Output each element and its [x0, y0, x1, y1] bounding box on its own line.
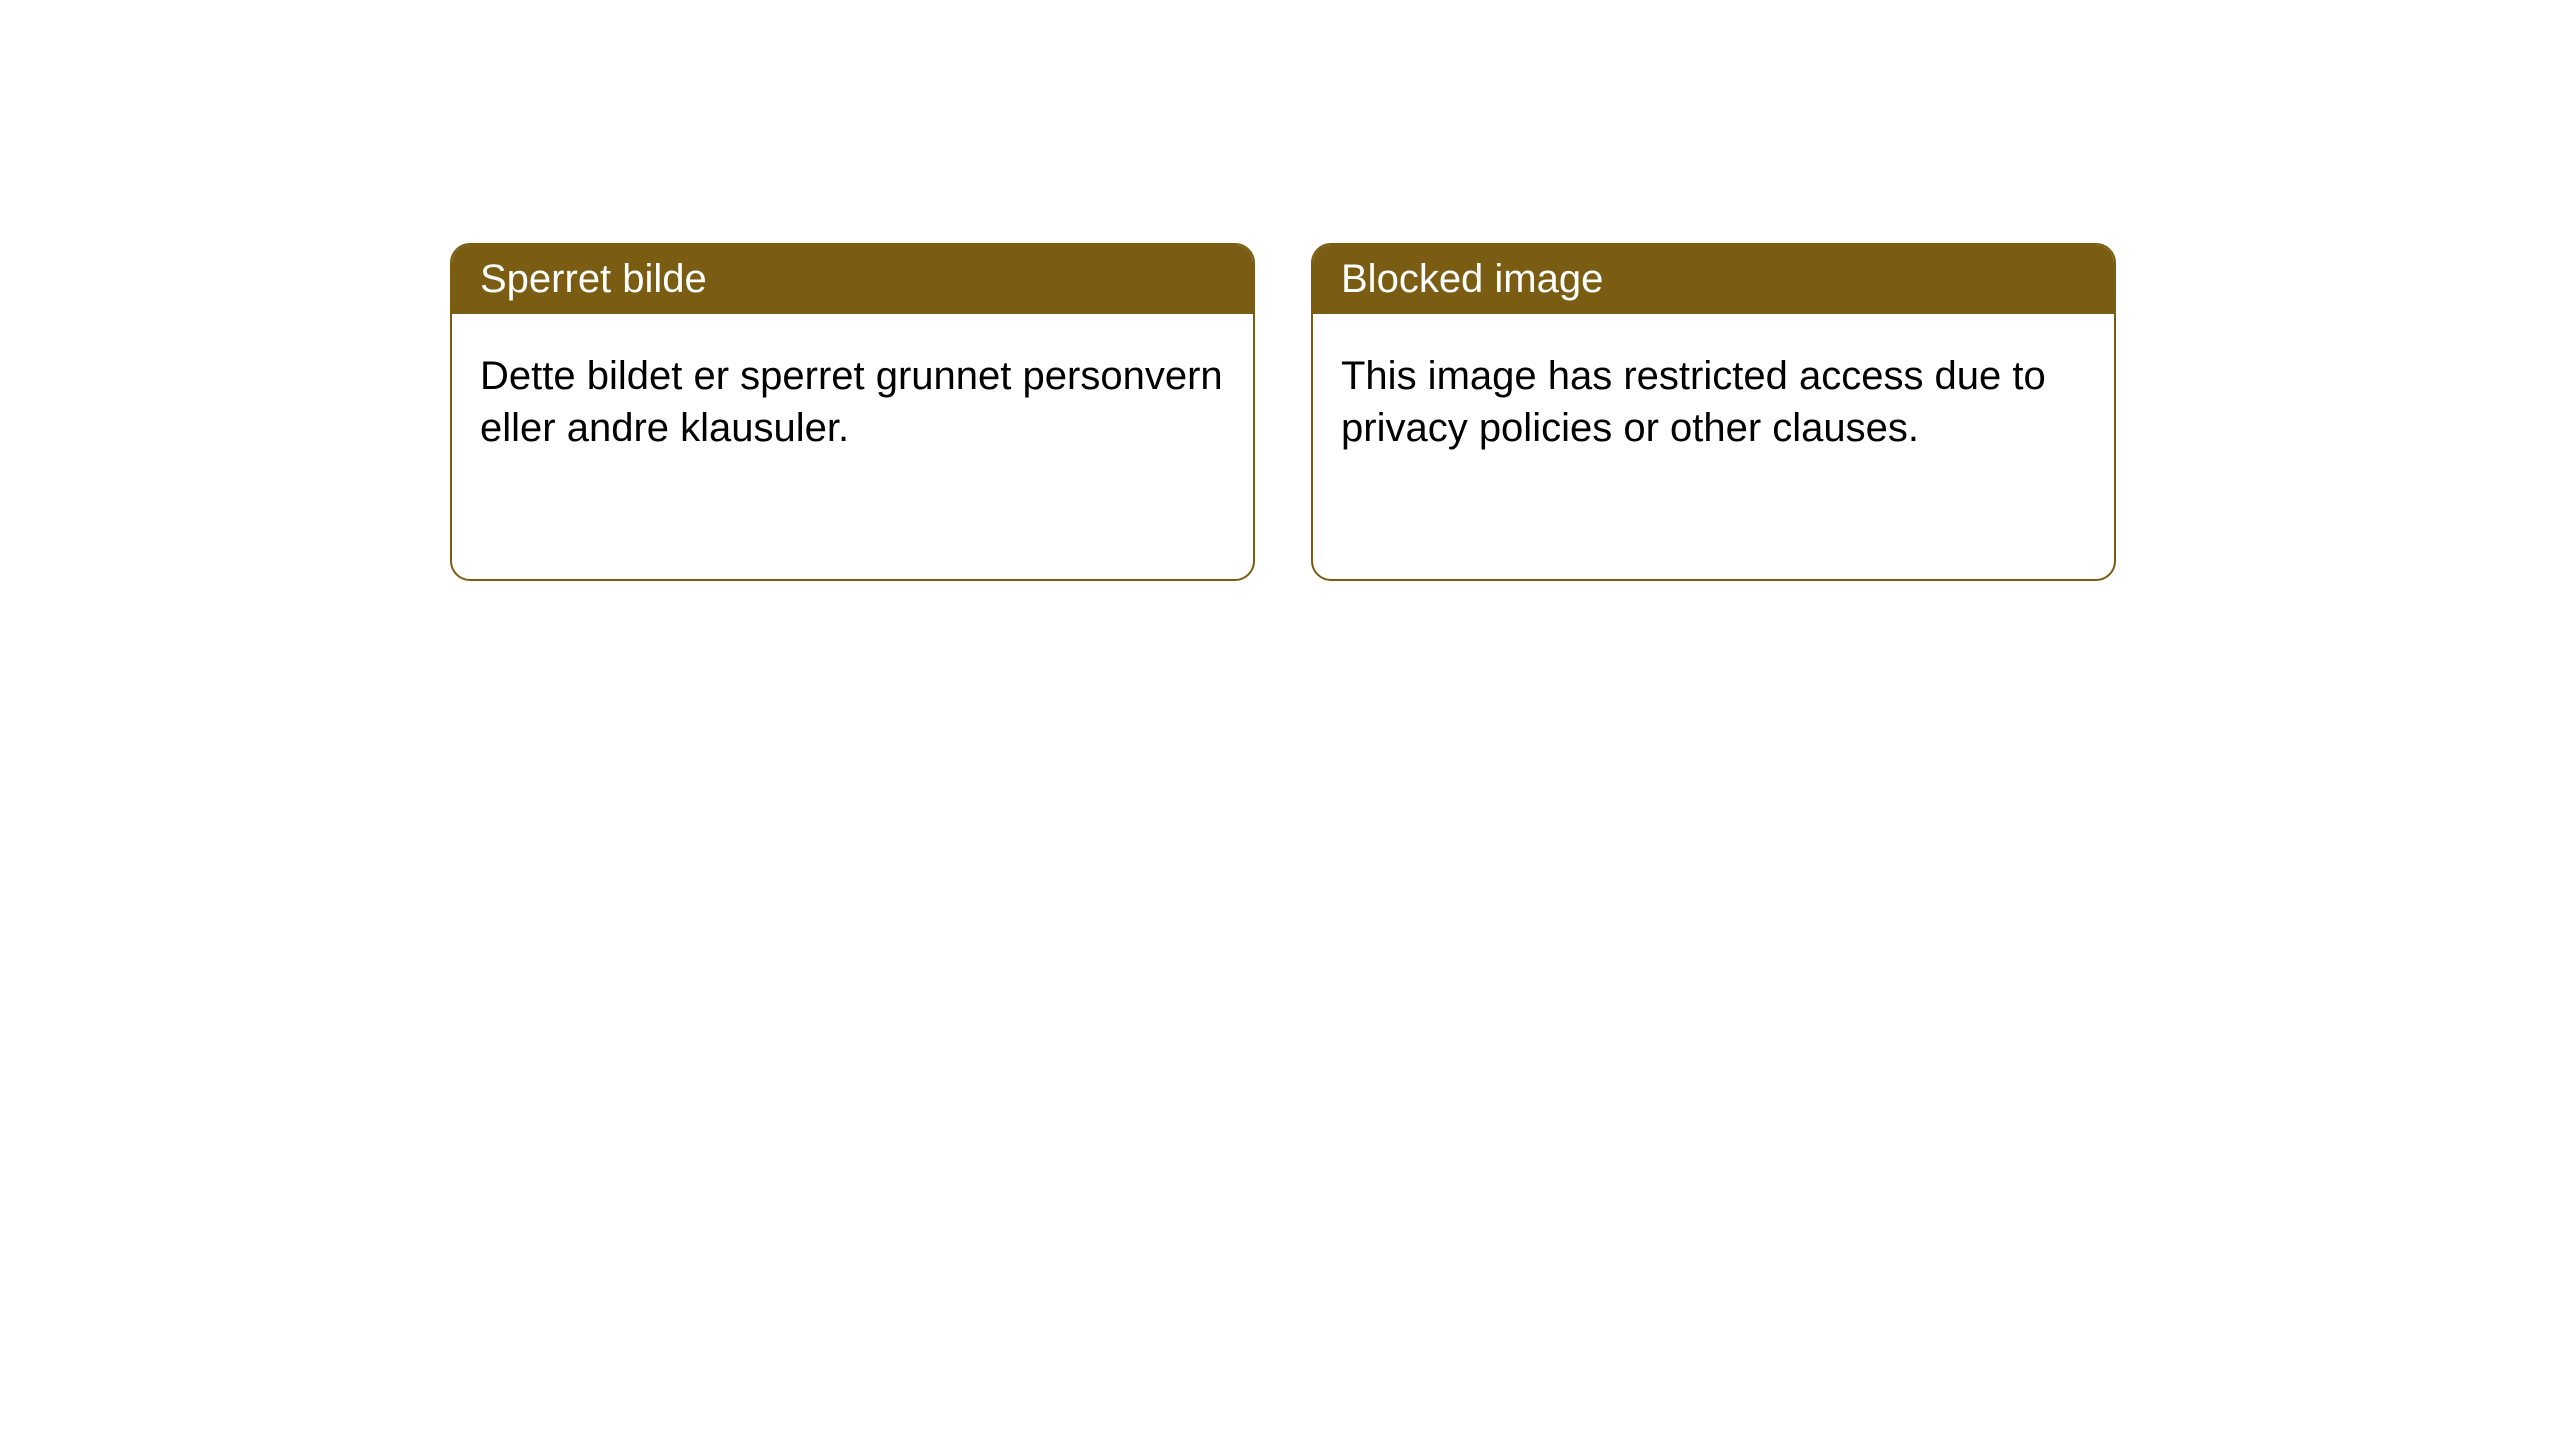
card-header: Sperret bilde — [452, 245, 1253, 314]
notice-card-norwegian: Sperret bilde Dette bildet er sperret gr… — [450, 243, 1255, 581]
card-body-text: Dette bildet er sperret grunnet personve… — [480, 354, 1223, 450]
notice-card-english: Blocked image This image has restricted … — [1311, 243, 2116, 581]
card-body: Dette bildet er sperret grunnet personve… — [452, 314, 1253, 490]
card-header: Blocked image — [1313, 245, 2114, 314]
card-body: This image has restricted access due to … — [1313, 314, 2114, 490]
card-title: Blocked image — [1341, 257, 1603, 301]
card-body-text: This image has restricted access due to … — [1341, 354, 2046, 450]
card-title: Sperret bilde — [480, 257, 707, 301]
notice-cards-container: Sperret bilde Dette bildet er sperret gr… — [0, 0, 2560, 581]
